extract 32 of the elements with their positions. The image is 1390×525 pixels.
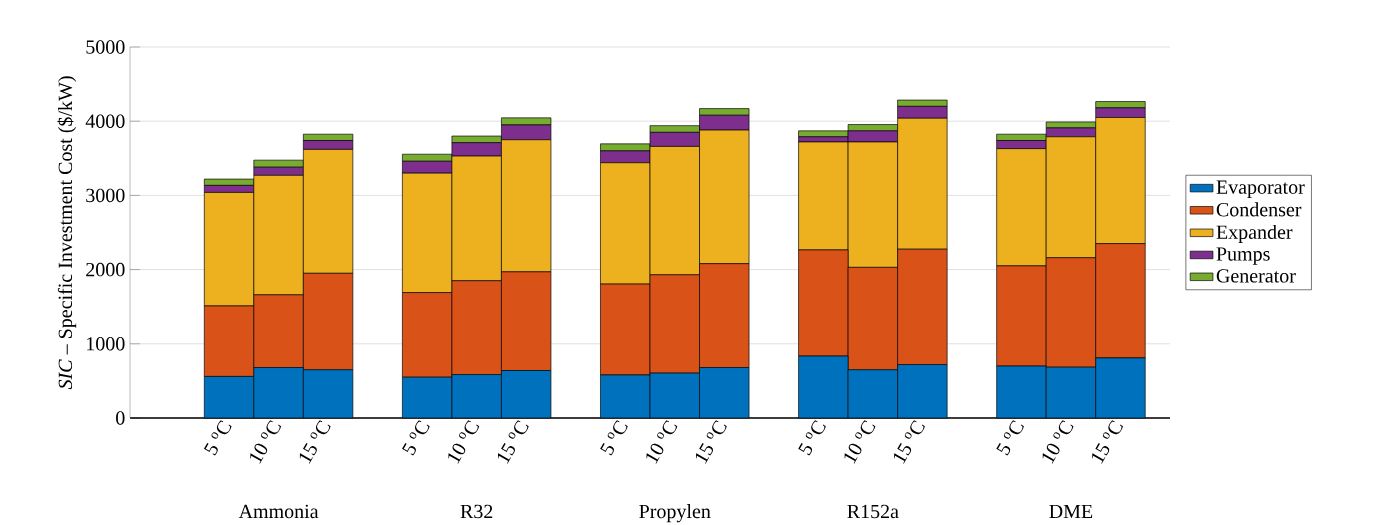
legend-label: Evaporator: [1216, 180, 1305, 198]
x-tick-label: 10 $^{o}$C: [646, 420, 678, 464]
y-tick-label: 3000: [86, 188, 125, 203]
legend-label: Generator: [1216, 269, 1296, 283]
y-tick-label: 0: [116, 411, 125, 425]
x-tick-label: 10 $^{o}$C: [1042, 420, 1074, 464]
x-tick-label: 15 $^{o}$C: [894, 420, 925, 464]
text: Ammonia: [238, 504, 319, 519]
text: Propylen: [639, 504, 711, 523]
x-tick-label: 15 $^{o}$C: [1092, 420, 1123, 464]
x-tick-label: 5 $^{o}$C: [996, 420, 1024, 456]
x-tick-label: 15 $^{o}$C: [299, 420, 331, 464]
x-tick-label: 15 $^{o}$C: [497, 420, 529, 464]
x-tick-label: 5 $^{o}$C: [203, 420, 232, 456]
x-tick-label: 5 $^{o}$C: [600, 420, 628, 456]
text: DME: [1049, 504, 1093, 519]
y-tick-label: 1000: [87, 337, 125, 351]
y-axis-title: SIC – Specific Investment Cost ($/kW): [57, 76, 77, 390]
x-tick-label: 10 $^{o}$C: [250, 420, 282, 464]
x-tick-label: 10 $^{o}$C: [844, 420, 876, 464]
y-tick-label: 4000: [85, 114, 125, 128]
legend-label: Pumps: [1216, 247, 1270, 265]
text: R152a: [847, 504, 899, 519]
y-tick-label: 5000: [86, 40, 125, 54]
text: R32: [460, 504, 493, 519]
x-tick-label: 5 $^{o}$C: [402, 420, 430, 456]
y-tick-label: 2000: [86, 262, 125, 277]
x-tick-label: 5 $^{o}$C: [798, 420, 826, 456]
x-tick-label: 10 $^{o}$C: [448, 420, 480, 464]
x-tick-label: 15 $^{o}$C: [696, 420, 727, 464]
legend-label: Expander: [1216, 224, 1293, 244]
legend-label: Condenser: [1216, 202, 1302, 217]
